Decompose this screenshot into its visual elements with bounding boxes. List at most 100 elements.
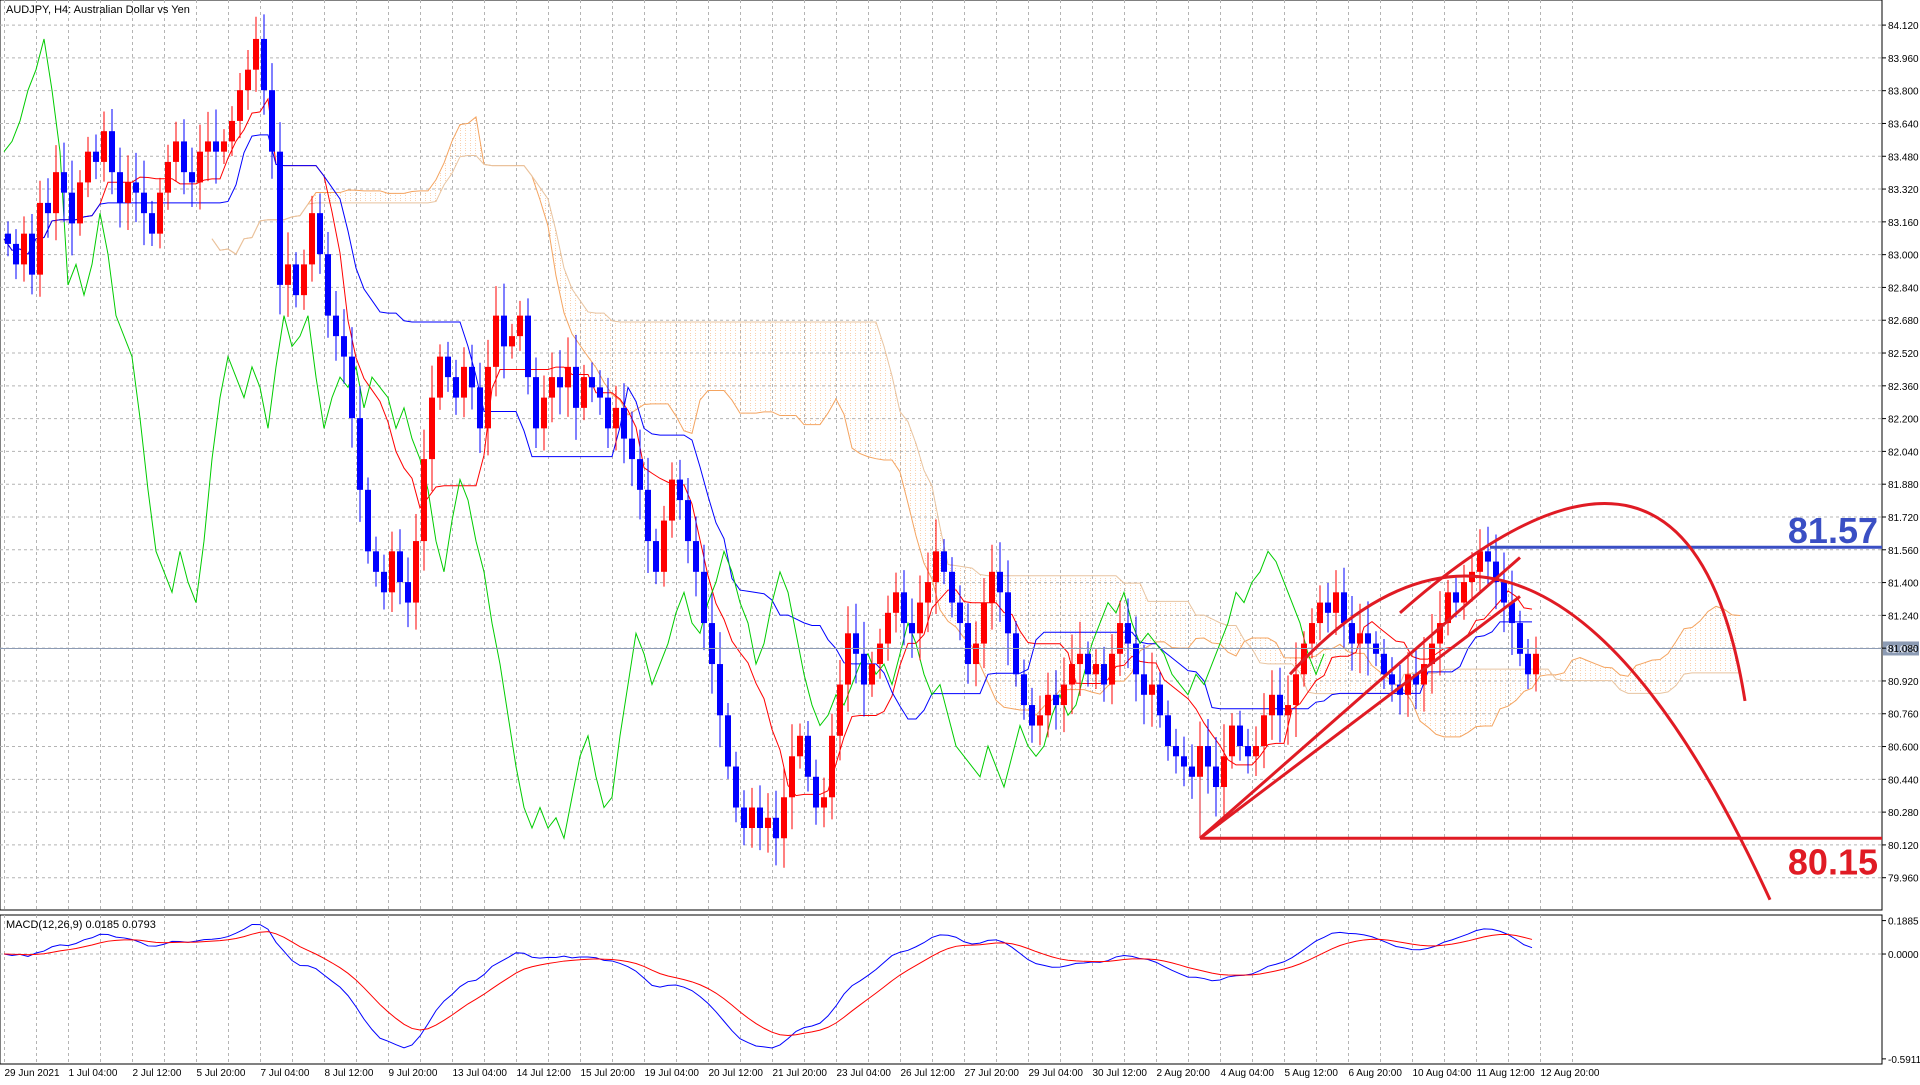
x-tick-label: 4 Aug 04:00 <box>1221 1068 1275 1079</box>
candle-body <box>1253 746 1259 756</box>
candle-body <box>365 490 371 551</box>
cloud-segment <box>460 123 468 156</box>
candle-body <box>781 797 787 838</box>
cloud-segment <box>676 322 684 431</box>
cloud-segment <box>364 191 372 203</box>
candle-body <box>1477 551 1483 571</box>
candle-body <box>413 541 419 602</box>
candle-body <box>389 551 395 592</box>
candle-body <box>325 254 331 315</box>
candle-body <box>501 316 507 347</box>
cloud-segment <box>420 191 428 203</box>
y-tick-label: 82.360 <box>1888 382 1919 393</box>
candle-body <box>1037 715 1043 725</box>
x-tick-label: 11 Aug 12:00 <box>1477 1068 1536 1079</box>
candle-body <box>1165 715 1171 746</box>
candle-body <box>909 623 915 633</box>
candle-body <box>1453 592 1459 602</box>
candle-body <box>21 234 27 265</box>
x-tick-label: 9 Jul 20:00 <box>389 1068 438 1079</box>
x-tick-label: 1 Jul 04:00 <box>69 1068 118 1079</box>
y-tick-label: 80.120 <box>1888 841 1919 852</box>
x-tick-label: 27 Jul 20:00 <box>965 1068 1020 1079</box>
candle-body <box>733 767 739 808</box>
candle-body <box>1157 685 1163 716</box>
y-tick-label: 82.680 <box>1888 316 1919 327</box>
cloud-segment <box>1684 627 1692 674</box>
macd-tick-label: 0.1885 <box>1888 917 1919 928</box>
cloud-segment <box>1652 660 1660 694</box>
candle-body <box>549 377 555 397</box>
candle-body <box>357 418 363 490</box>
y-tick-label: 84.120 <box>1888 21 1919 32</box>
cloud-segment <box>1508 669 1516 706</box>
cloud-segment <box>772 322 780 416</box>
x-tick-label: 2 Aug 20:00 <box>1157 1068 1211 1079</box>
candle-body <box>1021 674 1027 705</box>
candle-body <box>565 367 571 387</box>
candle-body <box>741 808 747 828</box>
cloud-segment <box>1332 644 1340 693</box>
x-tick-label: 23 Jul 04:00 <box>837 1068 892 1079</box>
candle-body <box>757 808 763 828</box>
candle-body <box>437 357 443 398</box>
candle-body <box>45 203 51 213</box>
candle-body <box>1077 654 1083 664</box>
candle-body <box>533 377 539 428</box>
y-tick-label: 81.400 <box>1888 579 1919 590</box>
candle-body <box>445 357 451 377</box>
cloud-segment <box>740 322 748 413</box>
y-tick-label: 81.720 <box>1888 513 1919 524</box>
candle-body <box>205 141 211 151</box>
chart-title: AUDJPY, H4: Australian Dollar vs Yen <box>6 4 190 16</box>
candle-body <box>509 336 515 346</box>
cloud-segment <box>1260 638 1268 664</box>
cloud-segment <box>1444 669 1452 737</box>
candle-body <box>1069 664 1075 684</box>
candle-body <box>621 408 627 439</box>
y-tick-label: 83.640 <box>1888 119 1919 130</box>
cloud-segment <box>700 322 708 400</box>
candle-body <box>853 633 859 653</box>
candle-body <box>693 541 699 572</box>
candle-body <box>1285 705 1291 715</box>
candle-body <box>1309 623 1315 643</box>
candle-body <box>1277 695 1283 715</box>
x-tick-label: 29 Jun 2021 <box>5 1068 60 1079</box>
x-tick-label: 30 Jul 12:00 <box>1093 1068 1148 1079</box>
candle-body <box>213 141 219 151</box>
candle-body <box>253 39 259 70</box>
y-tick-label: 83.480 <box>1888 152 1919 163</box>
candle-body <box>845 633 851 684</box>
candle-body <box>1229 726 1235 757</box>
candle-body <box>629 439 635 459</box>
candle-body <box>821 797 827 807</box>
candle-body <box>1333 592 1339 612</box>
candle-body <box>173 141 179 161</box>
candle-body <box>805 736 811 777</box>
candle-body <box>541 398 547 429</box>
cloud-segment <box>812 322 820 425</box>
cloud-segment <box>1460 669 1468 737</box>
candle-body <box>5 234 11 244</box>
candle-body <box>829 736 835 797</box>
candle-body <box>333 316 339 336</box>
candle-body <box>1141 674 1147 694</box>
candle-body <box>989 572 995 603</box>
cloud-segment <box>1228 626 1236 656</box>
candle-body <box>917 603 923 634</box>
candle-body <box>1013 633 1019 674</box>
cloud-segment <box>828 322 836 413</box>
x-tick-label: 20 Jul 12:00 <box>709 1068 764 1079</box>
candle-body <box>965 623 971 664</box>
candle-body <box>1357 633 1363 643</box>
candle-body <box>605 398 611 429</box>
candle-body <box>485 367 491 428</box>
cloud-segment <box>1452 669 1460 737</box>
candle-body <box>109 131 115 172</box>
candle-body <box>901 592 907 623</box>
candle-body <box>1189 767 1195 777</box>
candle-body <box>237 90 243 121</box>
price-pane <box>0 0 1882 910</box>
candle-body <box>981 603 987 644</box>
